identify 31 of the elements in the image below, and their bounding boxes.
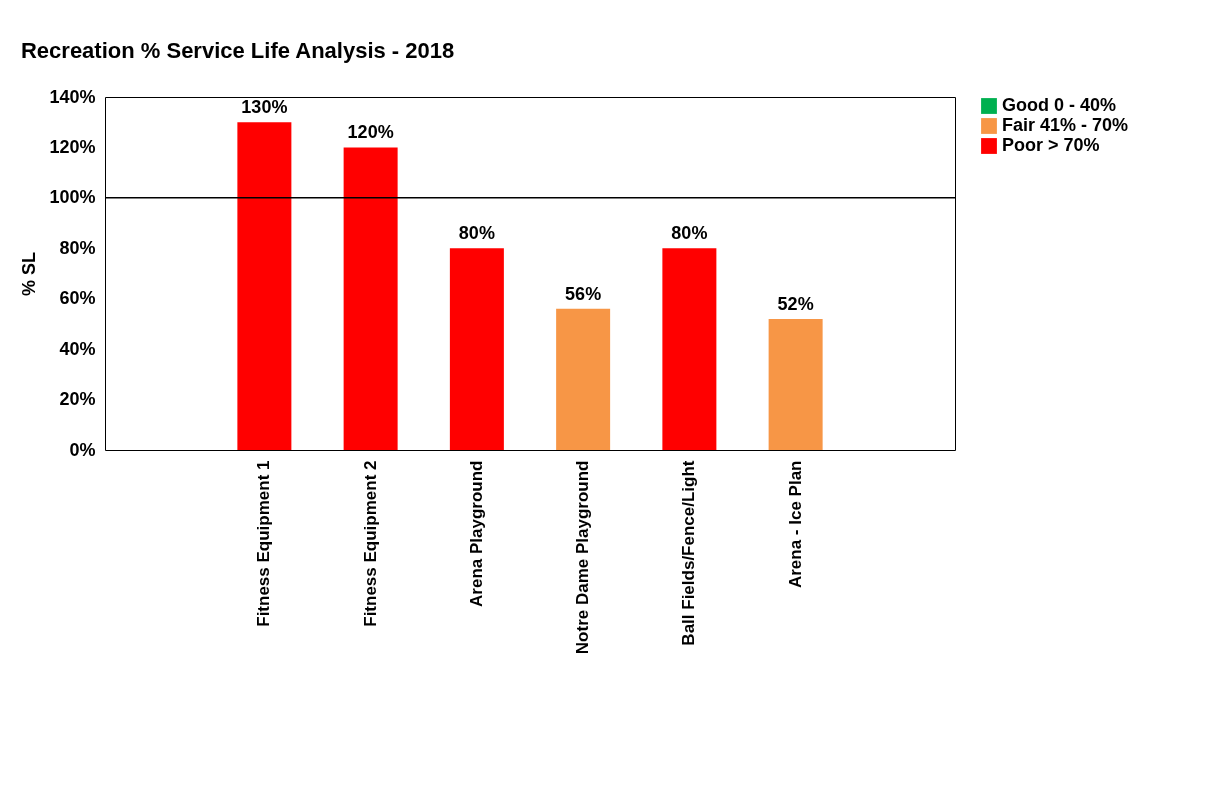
bar	[662, 248, 717, 450]
chart-title: Recreation % Service Life Analysis - 2018	[20, 38, 455, 63]
data-label: 80%	[458, 223, 495, 244]
y-tick-label: 20%	[59, 389, 96, 410]
x-tick-label: Arena Playground	[466, 460, 486, 607]
data-label: 80%	[671, 223, 708, 244]
legend-label: Good 0 - 40%	[1002, 95, 1117, 115]
y-axis-title: % SL	[19, 251, 40, 297]
data-label: 120%	[347, 122, 394, 143]
legend-label: Poor > 70%	[1002, 135, 1100, 155]
y-tick-label: 100%	[49, 187, 96, 208]
legend-label: Fair 41% - 70%	[1002, 115, 1129, 135]
y-tick-label: 80%	[59, 237, 96, 258]
bar	[343, 147, 398, 450]
y-tick-label: 60%	[59, 288, 96, 309]
data-label: 56%	[565, 283, 602, 304]
y-tick-label: 0%	[69, 439, 96, 460]
data-label: 130%	[241, 97, 288, 118]
bar	[449, 248, 504, 450]
x-tick-label: Fitness Equipment 1	[254, 460, 274, 627]
y-tick-label: 120%	[49, 136, 96, 157]
data-label: 52%	[777, 293, 814, 314]
x-tick-label: Fitness Equipment 2	[360, 460, 380, 627]
x-tick-label: Notre Dame Playground	[573, 460, 593, 655]
x-tick-label: Ball Fields/Fence/Light	[679, 460, 699, 646]
bar	[768, 318, 823, 450]
bar	[556, 308, 611, 450]
y-tick-label: 40%	[59, 338, 96, 359]
y-tick-label: 140%	[49, 86, 96, 107]
x-tick-label: Arena - Ice Plan	[785, 460, 805, 589]
bar	[237, 122, 292, 450]
